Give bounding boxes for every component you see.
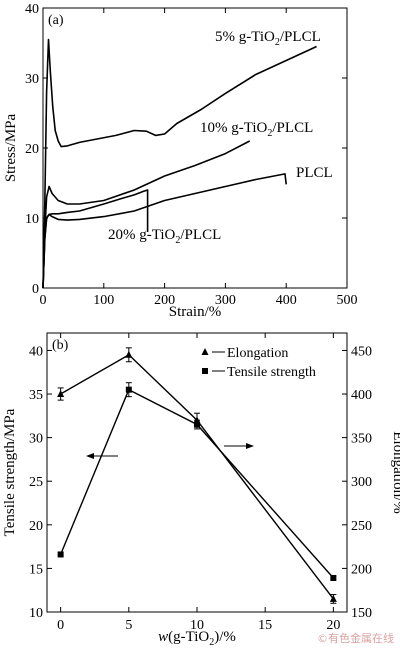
- y-tick-label-right-b: 300: [351, 475, 372, 490]
- x-tick-label-a: 300: [215, 293, 236, 308]
- y-tick-label-right-b: 200: [351, 562, 372, 577]
- y-tick-label-a: 40: [25, 2, 39, 17]
- y-axis-label-left-b: Tensile strength/MPa: [2, 408, 18, 536]
- series-label-1: 10% g-TiO2/PLCL: [200, 120, 313, 139]
- y-tick-label-right-b: 400: [351, 388, 372, 403]
- label-part: 20% g-TiO: [108, 227, 176, 243]
- series-label-2: PLCL: [296, 165, 333, 181]
- panel-label-a: (a): [48, 13, 64, 28]
- y-tick-label-a: 30: [25, 72, 39, 87]
- x-tick-label-b: 5: [125, 618, 132, 633]
- series-line-1: [42, 140, 251, 289]
- y-tick-label-left-b: 30: [29, 432, 43, 447]
- y-tick-label-right-b: 350: [351, 432, 372, 447]
- y-tick-label-right-b: 450: [351, 344, 372, 359]
- label-part: /PLCL: [272, 120, 313, 136]
- plot-frame-a: [42, 7, 348, 289]
- data-point-triangle: [329, 594, 337, 602]
- legend-marker-square: [202, 368, 208, 374]
- y-tick-label-right-b: 150: [351, 606, 372, 621]
- y-tick-label-a: 10: [25, 212, 39, 227]
- right-axis-arrowhead: [246, 443, 254, 449]
- y-tick-label-left-b: 10: [29, 606, 43, 621]
- x-tick-label-a: 100: [93, 293, 114, 308]
- x-tick-label-a: 500: [337, 293, 358, 308]
- label-part: /PLCL: [180, 227, 221, 243]
- axis-ticks-a: 0 100 200 300 400 500 0 10 20 30 40: [25, 2, 358, 308]
- y-axis-label-a: Stress/MPa: [3, 113, 19, 182]
- y-tick-label-left-b: 40: [29, 344, 43, 359]
- label-part: 2: [275, 37, 280, 48]
- watermark: ©有色金属在线: [317, 632, 394, 645]
- x-label-part-b: 2: [209, 637, 214, 648]
- axis-ticks-b: 0 5 10 15 20 10 15 20 25 30 35 40 150 200 250 300 350 400…: [29, 333, 372, 633]
- series-group-b: [57, 347, 337, 604]
- label-part: 2: [267, 128, 272, 139]
- panel-a: 0 100 200 300 400 500 0 10 20 30 40 (a) Strain/% S…: [3, 2, 358, 320]
- x-tick-label-a: 400: [276, 293, 297, 308]
- x-tick-label-b: 10: [190, 618, 204, 633]
- x-tick-label-b: 20: [326, 618, 340, 633]
- data-point-square: [194, 421, 200, 428]
- x-tick-label-a: 200: [154, 293, 175, 308]
- y-axis-label-right-b: Elongation/%: [390, 431, 400, 514]
- x-axis-label-a: Strain/%: [169, 304, 222, 320]
- y-tick-label-left-b: 35: [29, 388, 43, 403]
- series-label-3: 20% g-TiO2/PLCL: [108, 227, 221, 246]
- x-tick-label-b: 0: [57, 618, 64, 633]
- series-line-3: [42, 189, 149, 289]
- series-label-0: 5% g-TiO2/PLCL: [215, 29, 321, 48]
- x-tick-label-b: 15: [258, 618, 272, 633]
- label-part: 5% g-TiO: [215, 29, 275, 45]
- legend-label: Tensile strength: [227, 365, 316, 380]
- series-group-a: [42, 38, 317, 289]
- panel-label-b: (b): [52, 338, 69, 353]
- label-part: 10% g-TiO: [200, 120, 268, 136]
- legend-marker-triangle: [201, 348, 209, 355]
- y-tick-label-right-b: 250: [351, 519, 372, 534]
- x-label-part-b: (g-TiO: [168, 629, 209, 645]
- x-label-part-b: )/%: [214, 629, 236, 645]
- label-part: /PLCL: [280, 29, 321, 45]
- y-tick-label-a: 0: [32, 282, 39, 297]
- data-point-square: [125, 386, 132, 393]
- data-point-triangle: [57, 390, 65, 398]
- left-axis-arrowhead: [86, 453, 94, 459]
- y-tick-label-a: 20: [25, 142, 39, 157]
- series-line-b-0: [60, 353, 334, 600]
- legend-label: Elongation: [227, 346, 288, 361]
- axis-arrows-b: [86, 443, 254, 459]
- series-line-0: [42, 38, 317, 289]
- label-part: PLCL: [296, 165, 333, 181]
- x-tick-label-a: 0: [40, 293, 47, 308]
- series-line-b-1: [59, 388, 334, 579]
- data-point-triangle: [125, 350, 133, 358]
- label-part: 2: [175, 235, 180, 246]
- x-label-part-b: w: [158, 629, 168, 645]
- data-point-square: [330, 574, 337, 581]
- y-tick-label-left-b: 15: [29, 562, 43, 577]
- y-tick-label-left-b: 20: [29, 519, 43, 534]
- data-point-square: [57, 551, 64, 558]
- x-axis-label-b: w(g-TiO2)/%: [158, 629, 236, 648]
- legend-b: Elongation Tensile strength: [201, 346, 316, 380]
- y-tick-label-left-b: 25: [29, 475, 43, 490]
- panel-b: 0 5 10 15 20 10 15 20 25 30 35 40 150 200 250 300 350 400…: [2, 332, 400, 648]
